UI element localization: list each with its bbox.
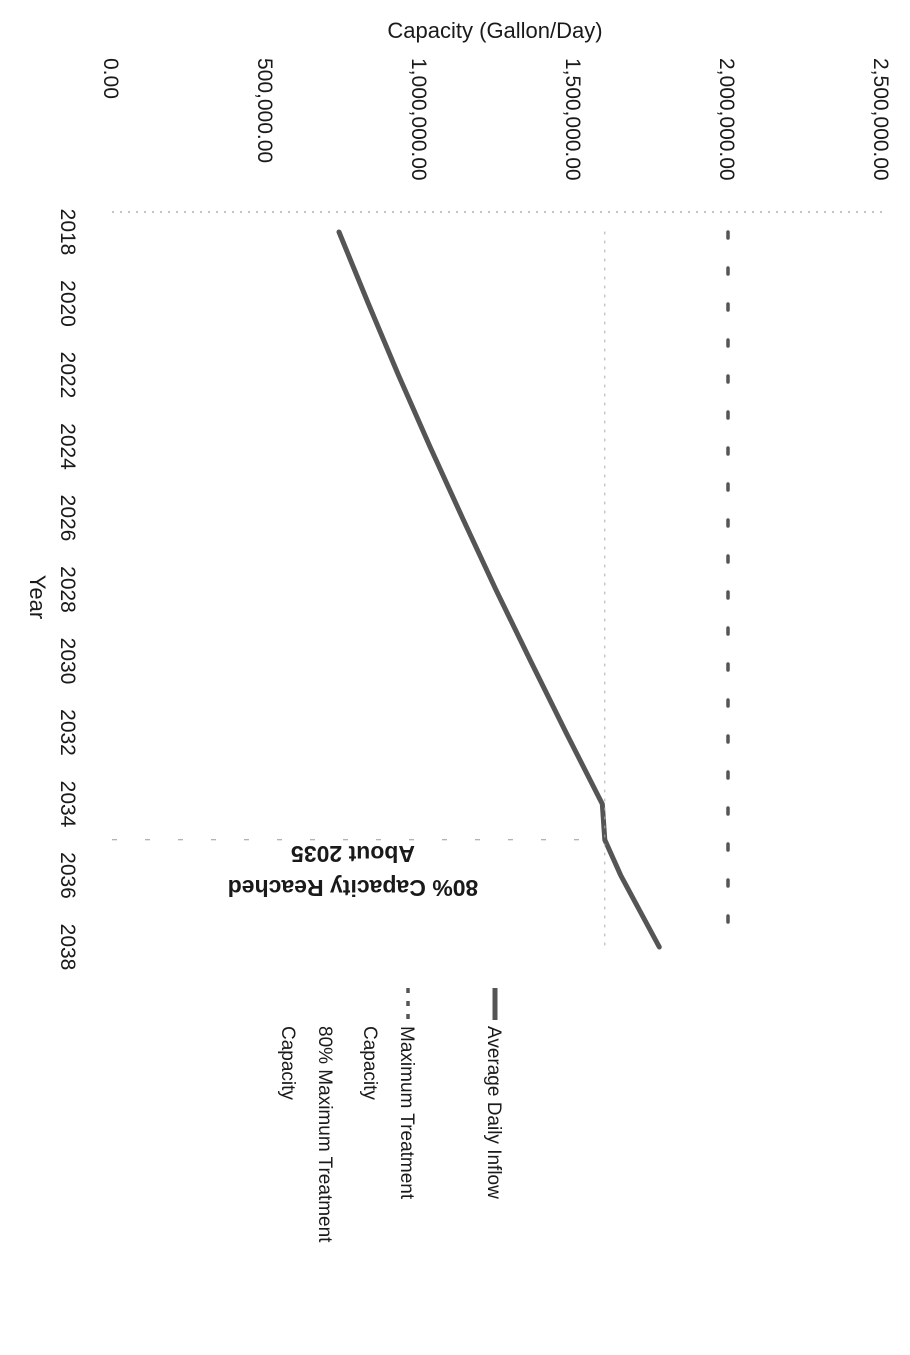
x-tick-label: 2034 (56, 781, 79, 828)
y-tick-label: 1,500,000.00 (561, 58, 584, 181)
capacity-annotation: 80% Capacity Reached About 2035 (228, 841, 479, 901)
legend-layer: Average Daily Inflow Maximum Treatment Cap… (277, 988, 504, 1243)
y-tick-label: 2,500,000.00 (869, 58, 892, 181)
tick-layer: 0.00 500,000.00 1,000,000.00 1,500,000.00 2,… (56, 58, 892, 970)
x-tick-label: 2028 (56, 566, 79, 613)
x-tick-label: 2018 (56, 209, 79, 256)
y-tick-label: 2,000,000.00 (715, 58, 738, 181)
legend-label: 80% Maximum Treatment (314, 1026, 335, 1243)
y-tick-label: 0.00 (99, 58, 122, 99)
x-axis-title: Year (25, 575, 50, 619)
x-tick-label: 2032 (56, 709, 79, 756)
y-tick-label: 500,000.00 (253, 58, 276, 163)
x-tick-label: 2030 (56, 638, 79, 685)
x-tick-label: 2038 (56, 924, 79, 971)
legend-label: Average Daily Inflow (483, 1026, 504, 1199)
x-tick-label: 2026 (56, 495, 79, 542)
legend-label: Capacity (277, 1026, 298, 1100)
legend-label: Capacity (359, 1026, 380, 1100)
y-axis-title: Capacity (Gallon/Day) (387, 18, 602, 43)
annotation-line-2: About 2035 (291, 841, 415, 867)
x-tick-label: 2036 (56, 852, 79, 899)
x-tick-label: 2024 (56, 423, 79, 470)
x-tick-label: 2020 (56, 280, 79, 327)
legend-label: Maximum Treatment (396, 1026, 417, 1200)
y-tick-label: 1,000,000.00 (407, 58, 430, 181)
series-line-average-daily-inflow (336, 229, 662, 950)
x-tick-label: 2022 (56, 352, 79, 399)
annotation-line-1: 80% Capacity Reached (228, 875, 479, 901)
series-layer (112, 229, 730, 950)
